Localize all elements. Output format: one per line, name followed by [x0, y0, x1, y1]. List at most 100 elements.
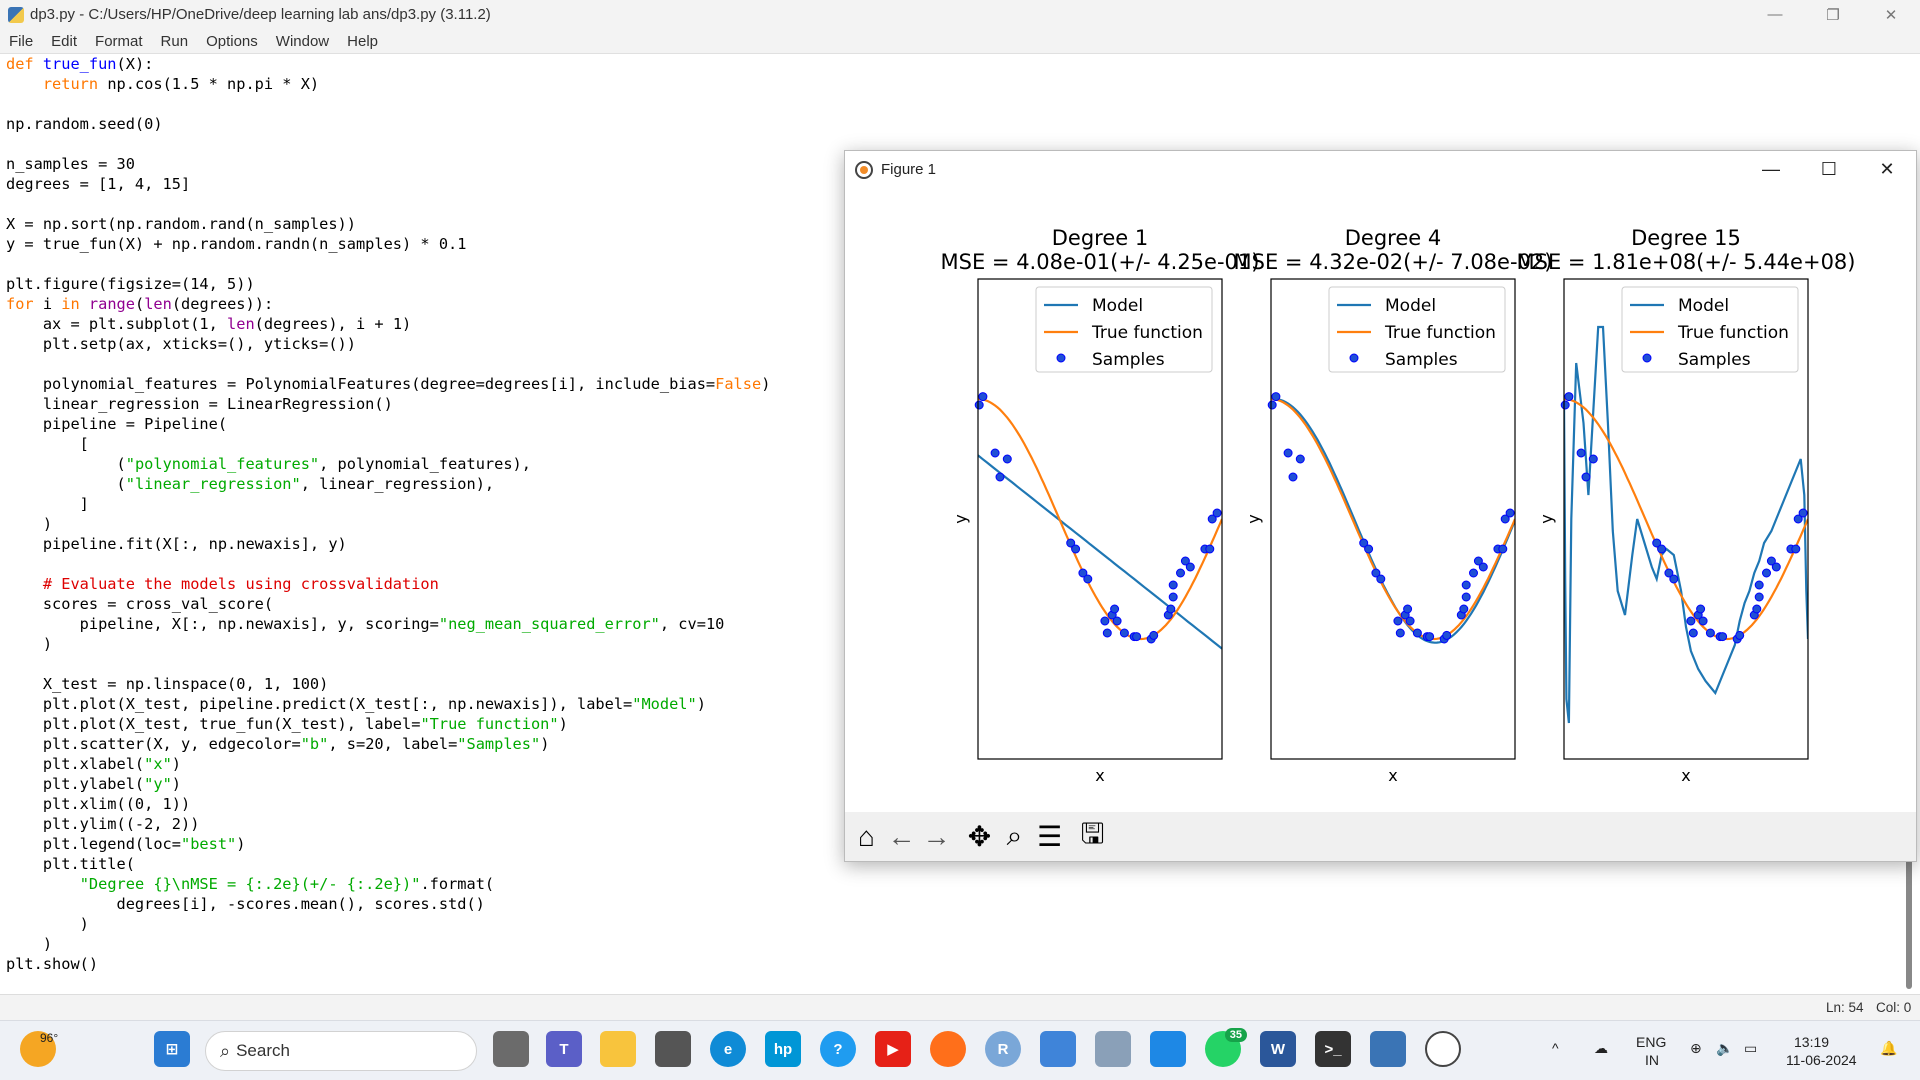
restore-icon[interactable]: ❐ [1826, 6, 1840, 24]
legend-model-label: Model [1385, 296, 1436, 316]
file-explorer-icon[interactable] [600, 1031, 636, 1067]
sample-point [1100, 616, 1110, 626]
code-line: plt.title( [6, 855, 135, 873]
legend-box [1621, 286, 1799, 373]
search-box[interactable]: ⌕ Search [205, 1031, 477, 1071]
minimize-icon[interactable]: — [1762, 159, 1780, 179]
battery-icon[interactable]: ▭ [1744, 1040, 1758, 1056]
sample-point [1664, 568, 1674, 578]
task-view-icon[interactable] [493, 1031, 529, 1067]
menu-help[interactable]: Help [347, 32, 378, 50]
back-arrow-icon[interactable]: ← [887, 820, 916, 852]
figure-toolbar: ⌂ ← → ✥ ⌕ ☰ 🖫 [845, 812, 1916, 861]
legend-box [1328, 286, 1506, 373]
hp-icon[interactable]: hp [765, 1031, 801, 1067]
sample-point [1754, 580, 1764, 590]
sample-point [1791, 544, 1801, 554]
r-icon[interactable]: R [985, 1031, 1021, 1067]
matplotlib-icon[interactable] [1425, 1031, 1461, 1067]
code-line: n_samples = 30 [6, 155, 135, 173]
sample-point [1295, 454, 1305, 464]
sample-point [1119, 628, 1129, 638]
legend-true-label: True function [1091, 323, 1203, 343]
true-function-line [978, 397, 1222, 641]
code-line: pipeline.fit(X[:, np.newaxis], y) [6, 535, 347, 553]
close-icon[interactable]: ✕ [1879, 159, 1895, 179]
edge-icon[interactable]: e [710, 1031, 746, 1067]
minimize-icon[interactable]: — [1767, 6, 1783, 23]
firefox-icon[interactable] [930, 1031, 966, 1067]
code-line [6, 254, 770, 274]
menu-file[interactable]: File [9, 32, 34, 50]
scroll-thumb[interactable] [1906, 859, 1912, 989]
y-axis-label: y [951, 514, 970, 523]
notepad-icon[interactable] [1040, 1031, 1076, 1067]
terminal-icon[interactable]: >_ [1315, 1031, 1351, 1067]
code-line: ) [6, 915, 89, 933]
legend-samples-label: Samples [1678, 350, 1751, 370]
sample-point [1207, 514, 1217, 524]
sample-point [1132, 632, 1142, 642]
virtualbox-icon[interactable] [1095, 1031, 1131, 1067]
code-line: return np.cos(1.5 * np.pi * X) [42, 75, 320, 93]
sample-point [1696, 604, 1706, 614]
save-icon[interactable]: 🖫 [1080, 817, 1105, 849]
code-line: scores = cross_val_score( [6, 595, 274, 613]
sample-point [1718, 632, 1728, 642]
sample-point [1698, 616, 1708, 626]
language-code[interactable]: ENG [1636, 1034, 1667, 1050]
word-icon[interactable]: W [1260, 1031, 1296, 1067]
start-icon[interactable]: ⊞ [154, 1031, 190, 1067]
youtube-icon[interactable]: ▶ [875, 1031, 911, 1067]
configure-subplots-icon[interactable]: ☰ [1036, 821, 1063, 852]
clock-date[interactable]: 11-06-2024 [1786, 1052, 1857, 1068]
whatsapp-icon[interactable]: 35 [1205, 1028, 1247, 1067]
legend-model-label: Model [1092, 296, 1143, 316]
sample-point [1149, 630, 1159, 640]
code-line: pipeline = Pipeline( [6, 415, 228, 433]
sample-point [1686, 616, 1696, 626]
close-icon[interactable]: ✕ [1884, 6, 1898, 24]
region-code[interactable]: IN [1645, 1052, 1659, 1068]
network-icon[interactable]: ⊕ [1690, 1040, 1702, 1056]
chevron-up-icon[interactable]: ^ [1552, 1040, 1559, 1056]
sample-point [1071, 544, 1081, 554]
volume-icon[interactable]: 🔈 [1716, 1040, 1734, 1056]
vmware-icon[interactable] [1150, 1031, 1186, 1067]
python-idle-icon[interactable] [1370, 1031, 1406, 1067]
menu-bar: File Edit Format Run Options Window Help [0, 29, 1920, 54]
weather-icon[interactable] [20, 1031, 56, 1067]
onedrive-icon[interactable]: ☁ [1594, 1040, 1608, 1056]
code-line: ("linear_regression", linear_regression)… [6, 475, 495, 493]
clock-time[interactable]: 13:19 [1794, 1034, 1830, 1050]
true-function-line [1564, 397, 1808, 641]
menu-format[interactable]: Format [95, 32, 143, 50]
code-line: plt.xlabel("x") [6, 755, 182, 773]
sample-point [1271, 392, 1281, 402]
camera-icon[interactable] [655, 1031, 691, 1067]
code-line: # Evaluate the models using crossvalidat… [42, 575, 439, 593]
notification-bell-icon[interactable]: 🔔 [1880, 1040, 1898, 1056]
taskbar: 96° ⊞ ⌕ Search T e hp ? ▶ R 35 W >_ ^ ☁ … [0, 1020, 1920, 1080]
search-icon: ⌕ [220, 1040, 231, 1061]
x-axis-label: x [1681, 766, 1690, 785]
sample-point [1288, 472, 1298, 482]
teams-icon[interactable]: T [546, 1031, 582, 1067]
sample-point [1473, 556, 1483, 566]
help-icon[interactable]: ? [820, 1031, 856, 1067]
menu-edit[interactable]: Edit [51, 32, 78, 50]
forward-arrow-icon[interactable]: → [922, 820, 951, 852]
code-line: plt.ylabel("y") [6, 775, 182, 793]
chart-title: Degree 15 [1631, 226, 1741, 250]
menu-options[interactable]: Options [206, 32, 258, 50]
maximize-icon[interactable]: ☐ [1820, 159, 1838, 179]
sample-point [1364, 544, 1374, 554]
menu-window[interactable]: Window [275, 32, 330, 50]
sample-point [978, 392, 988, 402]
legend-box [1035, 286, 1213, 373]
menu-run[interactable]: Run [160, 32, 189, 50]
pan-icon[interactable]: ✥ [967, 821, 992, 852]
home-icon[interactable]: ⌂ [858, 820, 875, 852]
zoom-icon[interactable]: ⌕ [1006, 820, 1023, 851]
